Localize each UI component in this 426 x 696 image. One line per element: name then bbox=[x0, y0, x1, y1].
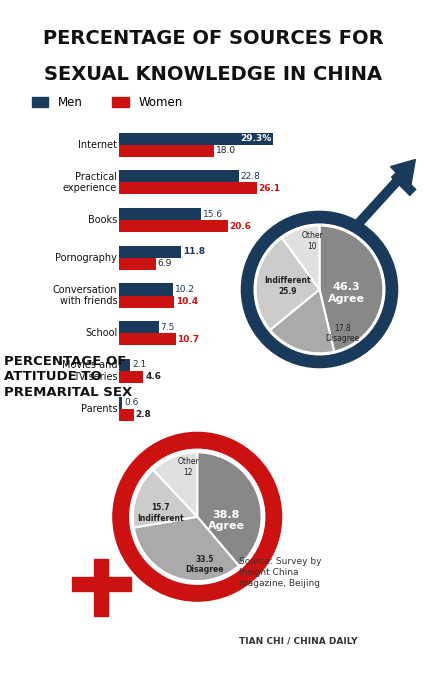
Text: Indifferent
25.9: Indifferent 25.9 bbox=[264, 276, 311, 296]
Bar bbox=[119, 133, 273, 145]
Circle shape bbox=[130, 450, 265, 584]
Bar bbox=[119, 333, 176, 345]
Text: PERCENTAGE OF
ATTITUDE TO
PREMARITAL SEX: PERCENTAGE OF ATTITUDE TO PREMARITAL SEX bbox=[4, 355, 132, 399]
Text: 26.1: 26.1 bbox=[258, 184, 280, 193]
Polygon shape bbox=[391, 159, 415, 188]
Bar bbox=[119, 145, 214, 157]
Text: 33.5
Disagree: 33.5 Disagree bbox=[186, 555, 224, 574]
Bar bbox=[119, 220, 227, 232]
Circle shape bbox=[254, 224, 385, 355]
Bar bbox=[95, 559, 108, 617]
Bar bbox=[119, 409, 134, 420]
Text: 15.6: 15.6 bbox=[203, 209, 223, 219]
Wedge shape bbox=[197, 452, 262, 566]
Bar bbox=[119, 171, 239, 182]
Text: 46.3
Agree: 46.3 Agree bbox=[328, 282, 365, 304]
Text: 29.3%: 29.3% bbox=[240, 134, 271, 143]
Text: Parents: Parents bbox=[81, 404, 117, 413]
Text: TIAN CHI / CHINA DAILY: TIAN CHI / CHINA DAILY bbox=[239, 637, 357, 646]
Text: 7.5: 7.5 bbox=[160, 323, 175, 332]
Text: 6.9: 6.9 bbox=[157, 260, 172, 269]
Bar bbox=[119, 258, 155, 270]
Wedge shape bbox=[133, 470, 197, 528]
Text: 22.8: 22.8 bbox=[241, 172, 261, 181]
Bar bbox=[119, 283, 173, 296]
Text: 4.6: 4.6 bbox=[145, 372, 161, 381]
Text: Internet: Internet bbox=[78, 140, 117, 150]
Legend: Men, Women: Men, Women bbox=[27, 91, 187, 114]
Text: 10.7: 10.7 bbox=[177, 335, 199, 344]
Circle shape bbox=[113, 432, 282, 601]
Wedge shape bbox=[153, 452, 197, 516]
Bar bbox=[119, 359, 130, 371]
Text: SEXUAL KNOWLEDGE IN CHINA: SEXUAL KNOWLEDGE IN CHINA bbox=[44, 65, 382, 84]
Text: School: School bbox=[85, 329, 117, 338]
Wedge shape bbox=[320, 226, 383, 351]
Circle shape bbox=[242, 212, 397, 367]
Bar bbox=[119, 296, 174, 308]
Text: 17.8
Disagree: 17.8 Disagree bbox=[325, 324, 359, 343]
Wedge shape bbox=[134, 516, 239, 581]
Text: 15.7
Indifferent: 15.7 Indifferent bbox=[137, 503, 184, 523]
Bar bbox=[119, 182, 256, 194]
Text: 20.6: 20.6 bbox=[229, 221, 251, 230]
Text: 2.1: 2.1 bbox=[132, 361, 146, 370]
Bar bbox=[119, 371, 144, 383]
Text: 18.0: 18.0 bbox=[216, 146, 236, 155]
Text: Pornography: Pornography bbox=[55, 253, 117, 263]
Text: Movies and
TV series: Movies and TV series bbox=[62, 360, 117, 381]
Text: Other
10: Other 10 bbox=[302, 232, 323, 251]
Text: 38.8
Agree: 38.8 Agree bbox=[208, 509, 245, 531]
Text: 2.8: 2.8 bbox=[135, 410, 152, 419]
Text: 10.4: 10.4 bbox=[176, 297, 198, 306]
Wedge shape bbox=[270, 290, 334, 354]
Wedge shape bbox=[256, 238, 320, 330]
Text: Source: Survey by
Insight China
magazine, Beijing: Source: Survey by Insight China magazine… bbox=[239, 557, 321, 588]
Text: Books: Books bbox=[88, 215, 117, 225]
Text: 0.6: 0.6 bbox=[124, 398, 138, 407]
Text: Practical
experience: Practical experience bbox=[63, 172, 117, 193]
Bar bbox=[119, 208, 201, 220]
Bar bbox=[119, 246, 181, 258]
Bar bbox=[72, 577, 130, 591]
Text: Other
12: Other 12 bbox=[177, 457, 199, 477]
Bar bbox=[119, 321, 159, 333]
Text: PERCENTAGE OF SOURCES FOR: PERCENTAGE OF SOURCES FOR bbox=[43, 29, 383, 48]
Bar bbox=[119, 397, 122, 409]
Text: 11.8: 11.8 bbox=[183, 247, 205, 256]
Wedge shape bbox=[282, 226, 320, 290]
Text: 10.2: 10.2 bbox=[175, 285, 195, 294]
Text: Conversation
with friends: Conversation with friends bbox=[53, 285, 117, 306]
